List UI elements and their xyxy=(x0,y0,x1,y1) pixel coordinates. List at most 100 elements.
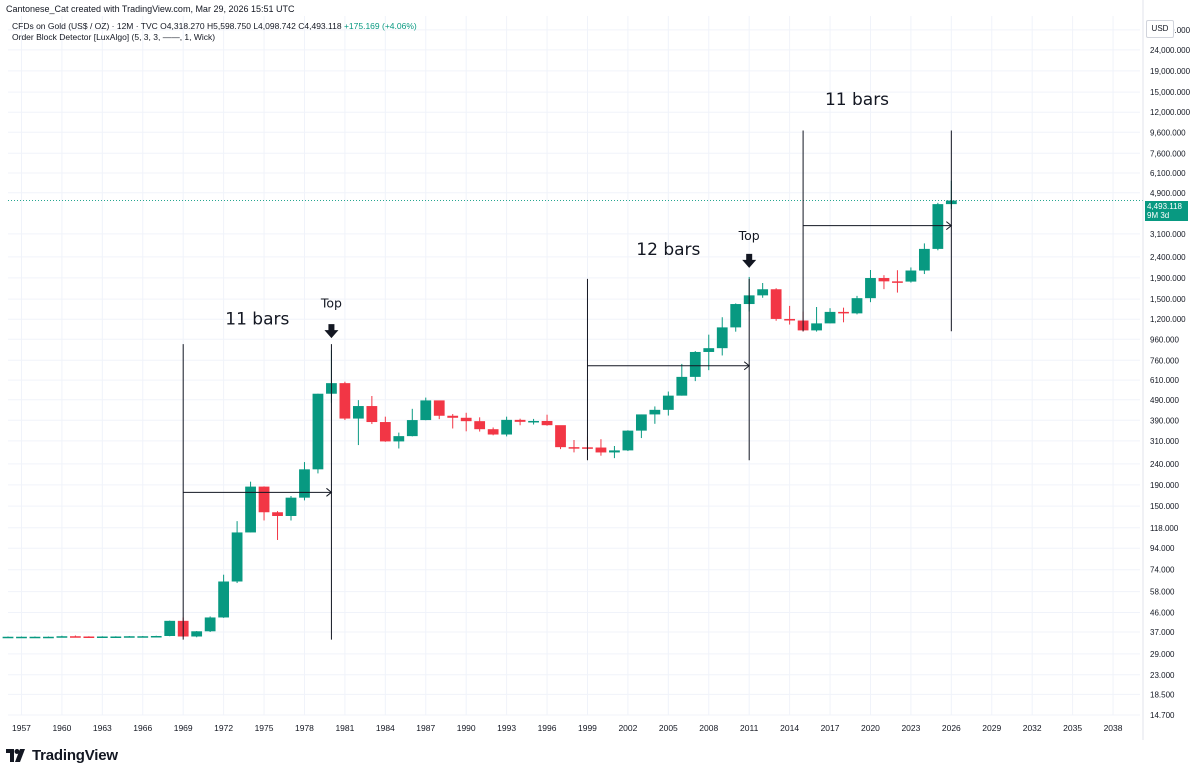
y-tick-label: 7,600.000 xyxy=(1150,149,1186,158)
y-tick-label: 46.000 xyxy=(1150,608,1175,617)
y-axis: 30,000.00024,000.00019,000.00015,000.000… xyxy=(1142,0,1191,740)
x-tick-label: 1975 xyxy=(255,723,274,733)
candle-body xyxy=(393,436,405,442)
tradingview-logo-icon xyxy=(6,749,25,762)
candle xyxy=(609,445,620,459)
candle-body xyxy=(29,636,41,639)
candle-body xyxy=(716,327,728,349)
y-tick-label: 960.000 xyxy=(1150,335,1179,344)
candle xyxy=(487,427,499,436)
chart-grid xyxy=(8,16,1140,716)
candle-body xyxy=(352,406,364,419)
y-tick-label: 1,900.000 xyxy=(1150,274,1186,283)
x-tick-label: 2029 xyxy=(982,723,1001,733)
y-tick-label: 118.000 xyxy=(1150,524,1179,533)
arrowhead-icon xyxy=(946,221,953,231)
candle-body xyxy=(622,430,634,451)
candle-body xyxy=(16,636,27,639)
y-tick-label: 9,600.000 xyxy=(1150,128,1186,137)
y-tick-label: 23.000 xyxy=(1150,671,1175,680)
candle xyxy=(662,391,674,416)
candle xyxy=(595,439,607,456)
candle xyxy=(649,406,661,424)
candle-body xyxy=(150,635,162,638)
candle-body xyxy=(433,400,445,416)
indicator-legend[interactable]: Order Block Detector [LuxAlgo] (5, 3, 3,… xyxy=(12,32,216,42)
tradingview-logo[interactable]: TradingView xyxy=(6,747,118,764)
currency-button[interactable]: USD xyxy=(1146,20,1174,38)
candle xyxy=(69,635,81,638)
x-tick-label: 1972 xyxy=(214,723,233,733)
ohlc-close: C4,493.118 xyxy=(298,21,342,31)
candle-body xyxy=(676,376,688,396)
candle-body xyxy=(231,532,243,582)
candle xyxy=(555,425,566,450)
top-arrow-icon xyxy=(324,324,339,339)
candle xyxy=(918,243,930,275)
candle xyxy=(56,635,68,638)
y-tick-label: 94.000 xyxy=(1150,544,1175,553)
candle-body xyxy=(865,278,876,299)
candle xyxy=(878,275,890,290)
y-tick-label: 58.000 xyxy=(1150,588,1175,597)
ohlc-high: H5,598.750 xyxy=(206,21,251,31)
candle-body xyxy=(272,512,283,516)
y-tick-label: 240.000 xyxy=(1150,460,1179,469)
candle xyxy=(164,620,176,637)
y-tick-label: 18.500 xyxy=(1150,690,1175,699)
y-tick-label: 150.000 xyxy=(1150,502,1179,511)
x-tick-label: 2020 xyxy=(861,723,880,733)
candle xyxy=(730,303,742,332)
candle-body xyxy=(137,636,149,638)
candle-body xyxy=(474,421,486,430)
candle xyxy=(838,307,849,323)
candle xyxy=(96,636,108,638)
x-tick-label: 2038 xyxy=(1104,723,1123,733)
bar-count-label: 11 bars xyxy=(825,90,889,110)
candle-body xyxy=(245,486,256,533)
candle-body xyxy=(811,323,822,331)
candle-body xyxy=(528,420,539,423)
y-tick-label: 190.000 xyxy=(1150,481,1179,490)
candle-body xyxy=(730,304,742,328)
candle xyxy=(716,317,728,356)
candle xyxy=(447,414,459,429)
y-tick-label: 29.000 xyxy=(1150,650,1175,659)
candle-body xyxy=(218,581,230,618)
ohlc-open: O4,318.270 xyxy=(160,21,205,31)
symbol-legend[interactable]: CFDs on Gold (US$ / OZ) · 12M · TVC O4,3… xyxy=(12,21,417,31)
candle xyxy=(43,636,54,639)
x-tick-label: 2017 xyxy=(821,723,840,733)
candle xyxy=(218,574,230,618)
candle xyxy=(83,636,95,638)
candle-body xyxy=(123,636,135,638)
candle xyxy=(892,270,903,293)
candle-body xyxy=(366,406,378,423)
candle xyxy=(460,412,472,432)
x-tick-label: 1966 xyxy=(133,723,152,733)
candle xyxy=(474,417,486,432)
candle xyxy=(703,334,715,371)
y-tick-label: 4,900.000 xyxy=(1150,189,1186,198)
candle-body xyxy=(892,281,903,283)
candle xyxy=(110,636,122,638)
x-tick-label: 2005 xyxy=(659,723,678,733)
candle-body xyxy=(918,248,930,271)
x-tick-label: 2032 xyxy=(1023,723,1042,733)
bar-countdown: 9M 3d xyxy=(1147,211,1170,220)
y-tick-label: 14.700 xyxy=(1150,711,1175,720)
candle xyxy=(824,308,836,324)
candle xyxy=(393,432,405,449)
candle-body xyxy=(824,311,836,324)
top-arrow-icon xyxy=(742,253,757,268)
candle xyxy=(191,631,203,638)
bar-count-label: 12 bars xyxy=(636,240,700,260)
candle xyxy=(865,270,876,303)
candle xyxy=(123,635,135,638)
candle xyxy=(2,636,14,639)
candle xyxy=(339,381,351,421)
x-tick-label: 2026 xyxy=(942,723,961,733)
candle-body xyxy=(851,298,863,314)
candle-body xyxy=(460,417,472,422)
